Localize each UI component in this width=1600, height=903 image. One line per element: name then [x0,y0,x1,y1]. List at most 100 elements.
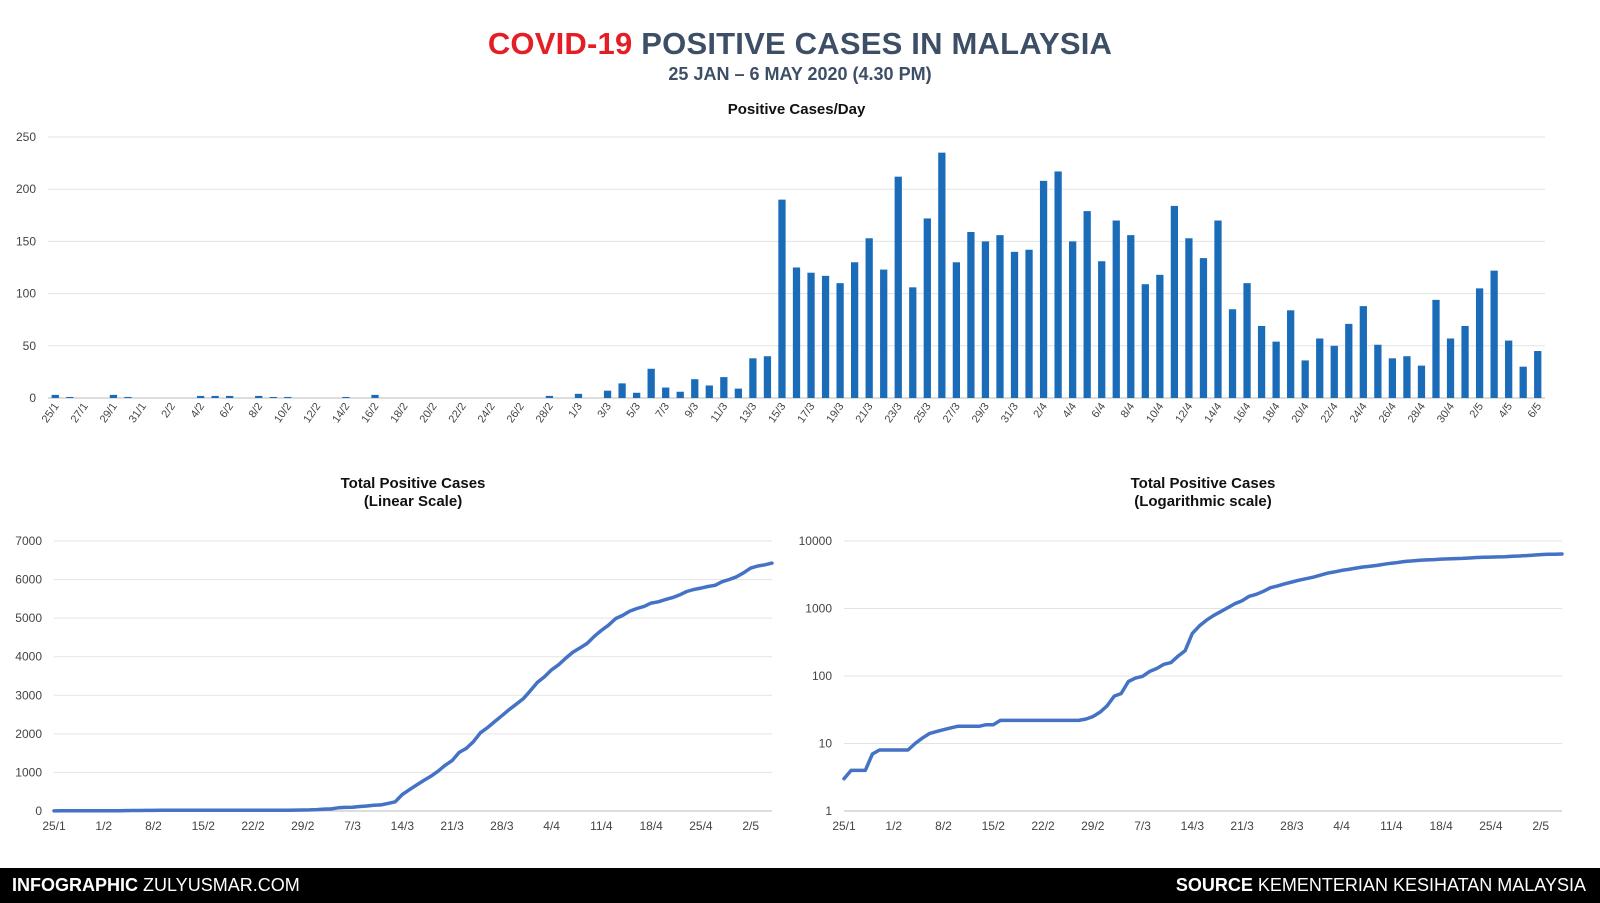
bar [51,394,59,398]
x-tick-label: 8/2 [247,401,266,420]
bar [938,152,946,398]
bar [1475,288,1484,398]
bar [1127,235,1135,398]
bar [1534,351,1542,398]
x-tick-label: 15/2 [982,819,1006,833]
chart-subtitle: (Logarithmic scale) [1134,493,1272,510]
chart-subtitle: (Linear Scale) [364,493,462,510]
x-tick-label: 16/2 [359,401,381,425]
x-tick-label: 31/3 [999,401,1021,425]
y-tick-label: 4000 [15,650,42,664]
chart-title: Total Positive Cases [341,475,486,492]
bar [662,387,670,398]
x-tick-label: 17/3 [795,401,817,425]
total-cases-log-chart: Total Positive Cases(Logarithmic scale) 1… [799,475,1564,833]
bar [1287,310,1295,398]
bar [603,390,612,398]
bar [705,385,713,398]
bar [909,287,917,398]
bar [1490,270,1498,398]
x-tick-label: 21/3 [854,401,876,425]
y-tick-label: 100 [16,287,36,301]
bar [1083,211,1091,398]
x-tick-label: 11/3 [709,401,731,425]
y-tick-label: 7000 [15,534,42,548]
y-tick-label: 0 [29,391,36,405]
bar [865,238,873,398]
bar [647,368,655,398]
x-tick-label: 25/4 [1479,819,1503,833]
x-tick-label: 15/2 [192,819,216,833]
bar [1432,299,1440,398]
bar [1054,171,1062,398]
x-tick-label: 26/4 [1377,401,1399,425]
y-tick-label: 200 [16,182,36,196]
x-tick-label: 2/5 [1467,401,1486,420]
x-tick-label: 2/5 [742,819,759,833]
x-tick-label: 27/3 [941,401,963,425]
x-tick-label: 29/3 [970,401,992,425]
main-title: COVID-19 POSITIVE CASES IN MALAYSIA [0,26,1600,62]
bar [1388,358,1397,398]
bar [109,394,118,398]
x-tick-label: 25/1 [40,401,62,425]
x-tick-label: 21/3 [1230,819,1254,833]
x-tick-label: 3/3 [595,401,614,420]
x-tick-label: 18/4 [1260,401,1282,425]
footer-credit-label: INFOGRAPHIC [12,875,138,895]
x-tick-label: 16/4 [1231,401,1253,425]
bar [1316,338,1324,398]
x-tick-label: 29/2 [291,819,315,833]
bar [284,396,292,398]
bar [1112,220,1120,398]
x-tick-label: 14/3 [391,819,415,833]
bar [778,199,786,398]
x-tick-label: 28/3 [1280,819,1304,833]
footer-credit: INFOGRAPHIC ZULYUSMAR.COM [12,875,300,896]
bar [1257,325,1266,398]
bar [371,394,379,398]
bar [1214,220,1222,398]
bar [342,396,350,398]
x-tick-label: 4/5 [1497,401,1516,420]
y-tick-label: 1000 [15,765,42,779]
bar [1156,274,1164,398]
x-tick-label: 11/4 [590,819,613,833]
bar [1243,283,1251,398]
x-tick-label: 10/2 [272,401,294,425]
x-tick-label: 11/4 [1380,819,1403,833]
x-tick-label: 25/1 [832,819,856,833]
x-tick-label: 1/2 [885,819,902,833]
x-tick-label: 7/3 [344,819,361,833]
y-tick-label: 3000 [15,688,42,702]
bar [226,395,234,398]
bar [691,379,699,398]
bar [269,396,277,398]
x-tick-label: 4/4 [1333,819,1350,833]
x-tick-label: 14/3 [1181,819,1205,833]
bar [1170,205,1179,398]
x-tick-label: 25/1 [42,819,66,833]
x-tick-label: 30/4 [1435,401,1457,425]
title-highlight: COVID-19 [487,26,633,61]
footer-source-label: SOURCE [1175,875,1253,895]
y-tick-label: 10 [819,737,833,751]
y-tick-label: 10000 [799,534,833,548]
bar [967,232,975,398]
x-tick-label: 26/2 [505,401,527,425]
bar [981,241,990,398]
chart-title: Positive Cases/Day [728,101,866,118]
bar [749,358,757,398]
x-tick-label: 4/4 [1060,401,1079,420]
y-tick-label: 5000 [15,611,42,625]
x-tick-label: 22/2 [1031,819,1055,833]
bar [1199,258,1208,398]
bar [1505,340,1513,398]
bar [1301,360,1309,398]
x-tick-label: 23/3 [883,401,905,425]
x-tick-label: 5/3 [624,401,643,420]
bar [1446,338,1455,398]
x-tick-label: 9/3 [683,401,702,420]
x-tick-label: 28/3 [490,819,514,833]
y-tick-label: 150 [16,234,36,248]
